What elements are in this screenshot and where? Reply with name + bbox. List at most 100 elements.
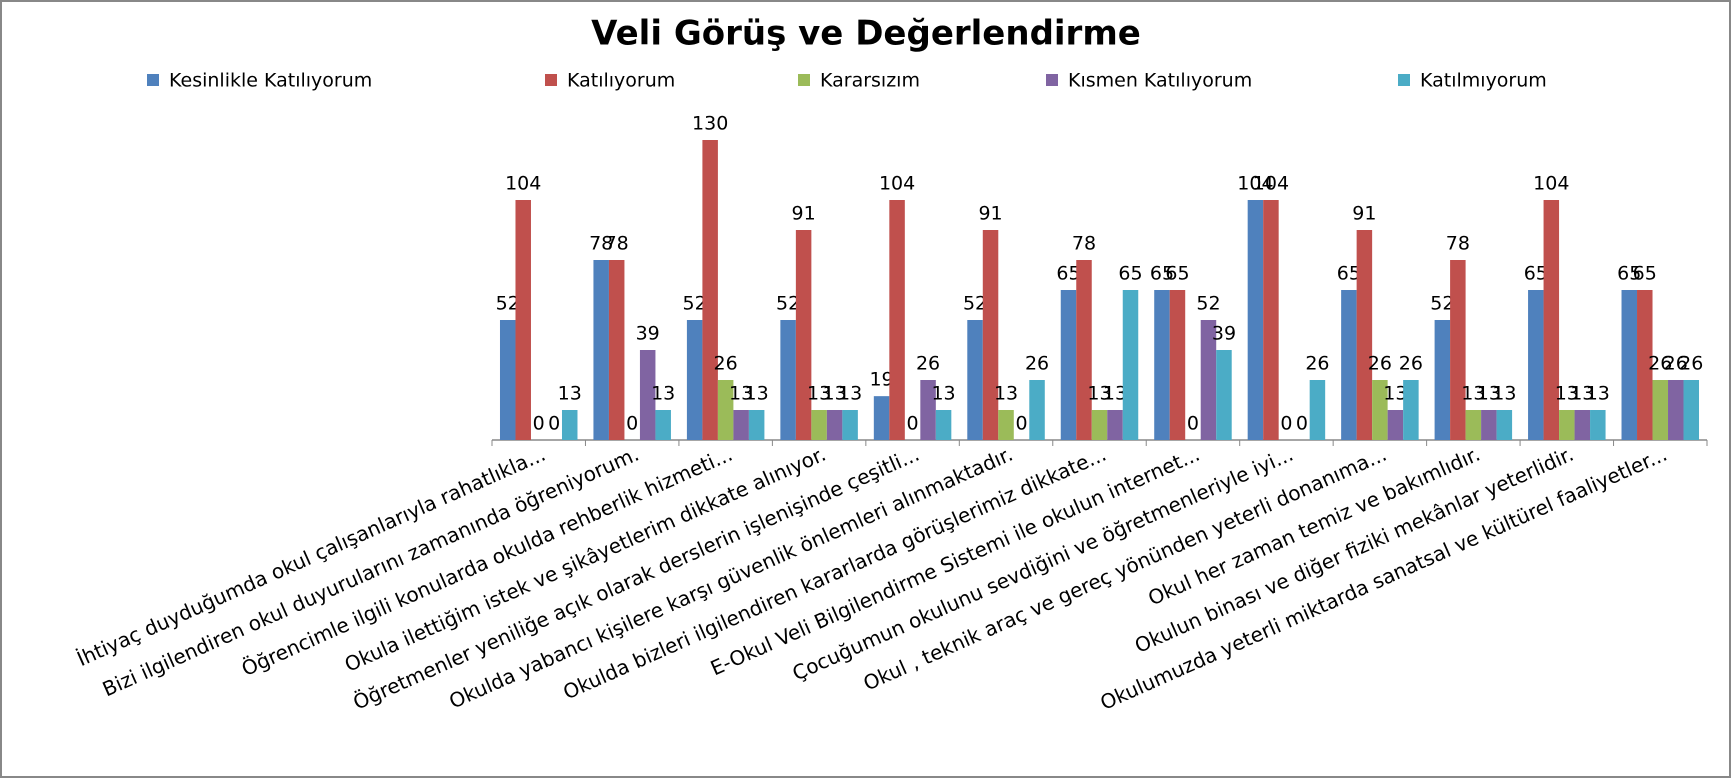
bar	[1621, 290, 1638, 440]
data-label: 65	[1524, 263, 1548, 285]
bar	[1481, 410, 1497, 440]
data-label: 0	[548, 413, 560, 435]
data-label: 13	[931, 383, 955, 405]
data-label: 91	[978, 203, 1002, 225]
legend-label: Katılıyorum	[567, 70, 675, 92]
data-label: 130	[692, 113, 728, 135]
data-label: 13	[807, 383, 831, 405]
bar	[608, 260, 625, 440]
bar	[1200, 320, 1217, 440]
bar	[826, 410, 843, 440]
data-label: 13	[558, 383, 582, 405]
bar	[748, 410, 765, 440]
bar	[1434, 320, 1451, 440]
data-label: 13	[651, 383, 675, 405]
data-label: 13	[1492, 383, 1516, 405]
bar	[702, 140, 718, 440]
data-label: 13	[729, 383, 753, 405]
data-label: 13	[1586, 383, 1610, 405]
data-label: 65	[1337, 263, 1361, 285]
bar	[920, 380, 936, 440]
bar	[1216, 350, 1232, 440]
data-label: 65	[1150, 263, 1174, 285]
bar	[889, 200, 905, 440]
data-label: 26	[1648, 353, 1672, 375]
bar	[1528, 290, 1544, 440]
bar	[1668, 380, 1684, 440]
legend-swatch	[1398, 74, 1410, 86]
bar	[593, 260, 609, 440]
data-label: 13	[745, 383, 769, 405]
data-label: 0	[1187, 413, 1199, 435]
data-label: 104	[879, 173, 915, 195]
legend-label: Kısmen Katılıyorum	[1068, 70, 1252, 92]
data-label: 26	[714, 353, 738, 375]
data-label: 78	[1072, 233, 1096, 255]
data-label: 78	[589, 233, 613, 255]
data-label: 104	[1237, 173, 1273, 195]
bar	[1309, 380, 1326, 440]
data-label: 13	[1103, 383, 1127, 405]
data-label: 13	[1555, 383, 1579, 405]
bar	[499, 320, 516, 440]
chart-title: Veli Görüş ve Değerlendirme	[591, 14, 1141, 54]
legend-swatch	[545, 74, 557, 86]
data-label: 0	[1280, 413, 1292, 435]
data-label: 104	[505, 173, 541, 195]
data-label: 104	[1533, 173, 1569, 195]
bar	[1076, 260, 1092, 440]
bar	[1403, 380, 1419, 440]
bar	[1387, 410, 1404, 440]
data-label: 13	[1087, 383, 1111, 405]
bar	[1683, 380, 1700, 440]
bar	[935, 410, 952, 440]
data-label: 19	[869, 369, 893, 391]
bar	[639, 350, 656, 440]
legend-label: Kesinlikle Katılıyorum	[169, 70, 372, 92]
data-label: 13	[1570, 383, 1594, 405]
data-label: 0	[1015, 413, 1027, 435]
data-label: 52	[1430, 293, 1454, 315]
data-label: 52	[1196, 293, 1220, 315]
data-label: 13	[1383, 383, 1407, 405]
bar	[1091, 410, 1108, 440]
bar	[1356, 230, 1373, 440]
data-label: 52	[963, 293, 987, 315]
data-label: 91	[1352, 203, 1376, 225]
bar	[842, 410, 858, 440]
bar	[1122, 290, 1139, 440]
bar	[873, 396, 890, 440]
data-label: 26	[916, 353, 940, 375]
bar	[1574, 410, 1591, 440]
data-label: 13	[1461, 383, 1485, 405]
data-label: 52	[496, 293, 520, 315]
bar	[1060, 290, 1077, 440]
bar	[1652, 380, 1669, 440]
data-label: 0	[907, 413, 919, 435]
data-label: 65	[1633, 263, 1657, 285]
bar	[686, 320, 703, 440]
data-label: 26	[1664, 353, 1688, 375]
bar	[1559, 410, 1575, 440]
data-label: 65	[1617, 263, 1641, 285]
legend-swatch	[147, 74, 159, 86]
bar	[717, 380, 734, 440]
bar	[1590, 410, 1606, 440]
data-label: 52	[683, 293, 707, 315]
bar	[1169, 290, 1186, 440]
legend-swatch	[1046, 74, 1058, 86]
bar	[998, 410, 1014, 440]
bar	[515, 200, 531, 440]
data-label: 39	[1212, 323, 1236, 345]
bar	[1543, 200, 1560, 440]
data-label: 26	[1025, 353, 1049, 375]
bar	[1496, 410, 1513, 440]
data-label: 39	[636, 323, 660, 345]
data-label: 78	[1446, 233, 1470, 255]
legend-swatch	[798, 74, 810, 86]
data-label: 26	[1305, 353, 1329, 375]
bar	[780, 320, 796, 440]
data-label: 26	[1679, 353, 1703, 375]
bar	[733, 410, 749, 440]
